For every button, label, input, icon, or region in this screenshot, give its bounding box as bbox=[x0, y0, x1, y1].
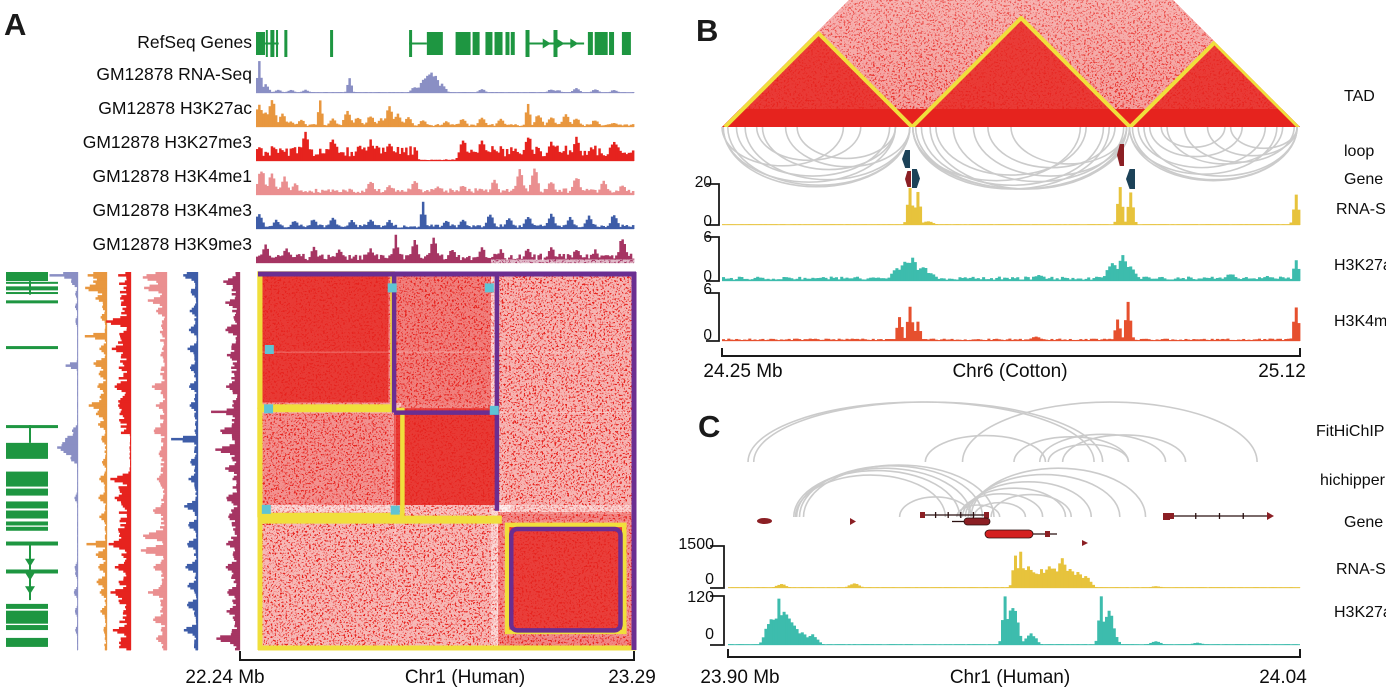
c-yaxis-rna-top: 1500 bbox=[678, 536, 714, 553]
c-yaxis-k27-top: 120 bbox=[687, 589, 714, 606]
panel-b-letter: B bbox=[696, 13, 719, 48]
track-label-h3k27ac: GM12878 H3K27ac bbox=[98, 98, 252, 118]
b-yaxis-k27-top: 6 bbox=[703, 229, 712, 246]
c-yaxis-k27-0: 0 bbox=[705, 626, 714, 643]
b-axis-end: 25.12 bbox=[1258, 361, 1306, 382]
b-yaxis-k4-top: 6 bbox=[703, 281, 712, 298]
panel-c-hichipper-arcs bbox=[792, 464, 1147, 518]
b-label-h3k27ac: H3K27ac bbox=[1334, 257, 1386, 274]
b-axis-start: 24.25 Mb bbox=[703, 361, 783, 382]
b-yaxis-rna-top: 20 bbox=[694, 174, 712, 191]
panel-b-loop-arcs bbox=[721, 126, 1298, 190]
panel-b-hic-triangle bbox=[722, 0, 1300, 127]
c-label-fithichip: FitHiChIP bbox=[1316, 423, 1385, 440]
b-label-gene: Gene bbox=[1344, 171, 1384, 188]
panel-a-hic-heatmap bbox=[257, 271, 637, 651]
b-yaxis-k27-0: 0 bbox=[703, 268, 712, 285]
track-label-h3k4me3: GM12878 H3K4me3 bbox=[92, 200, 252, 220]
b-axis-center: Chr6 (Cotton) bbox=[952, 361, 1068, 382]
b-label-rnaseq: RNA-Seq bbox=[1336, 201, 1386, 218]
a-axis-end: 23.29 bbox=[608, 667, 656, 688]
panel-a-axis-bracket bbox=[239, 651, 635, 661]
c-axis-end: 24.04 bbox=[1259, 667, 1307, 688]
track-label-rnaseq: GM12878 RNA-Seq bbox=[96, 64, 252, 84]
panel-c-letter: C bbox=[698, 409, 721, 444]
c-axis-start: 23.90 Mb bbox=[700, 667, 780, 688]
loop-markers bbox=[261, 283, 499, 515]
b-yaxis-rna-0: 0 bbox=[703, 213, 712, 230]
panel-b-axis-bracket bbox=[721, 348, 1301, 357]
panel-b-signal-tracks bbox=[722, 187, 1301, 342]
c-label-h3k27ac: H3K27ac bbox=[1334, 604, 1386, 621]
panel-a-signal-tracks-vertical bbox=[49, 272, 241, 651]
b-label-tad: TAD bbox=[1344, 88, 1375, 105]
track-label-h3k27me3: GM12878 H3K27me3 bbox=[82, 132, 252, 152]
c-label-hichipper: hichipper bbox=[1320, 472, 1385, 489]
a-axis-start: 22.24 Mb bbox=[185, 667, 265, 688]
panel-c-axis-bracket bbox=[727, 649, 1301, 658]
c-label-rnaseq: RNA-Seq bbox=[1336, 561, 1386, 578]
c-axis-center: Chr1 (Human) bbox=[949, 667, 1071, 688]
c-label-gene: Gene bbox=[1344, 514, 1384, 531]
track-label-h3k9me3: GM12878 H3K9me3 bbox=[92, 234, 252, 254]
refseq-gene-track bbox=[256, 30, 631, 57]
panel-a-signal-tracks bbox=[256, 61, 635, 264]
track-label-h3k4me1: GM12878 H3K4me1 bbox=[92, 166, 252, 186]
track-label-refseq: RefSeq Genes bbox=[137, 32, 252, 52]
panel-c-signal-tracks bbox=[728, 551, 1301, 646]
panel-c-y-brackets bbox=[710, 545, 725, 646]
b-label-loop: loop bbox=[1344, 143, 1375, 160]
b-label-h3k4me3: H3K4me3 bbox=[1334, 313, 1386, 330]
panel-b-y-brackets bbox=[706, 183, 720, 342]
refseq-gene-track-vertical bbox=[6, 272, 58, 647]
panel-a-letter: A bbox=[4, 7, 27, 42]
panel-b-gene-marks bbox=[902, 144, 1135, 189]
b-yaxis-k4-0: 0 bbox=[703, 327, 712, 344]
a-axis-center: Chr1 (Human) bbox=[404, 667, 526, 688]
panel-c-fithichip-arcs bbox=[747, 401, 1258, 463]
c-yaxis-rna-0: 0 bbox=[705, 571, 714, 588]
panel-c-gene-track bbox=[757, 512, 1274, 546]
